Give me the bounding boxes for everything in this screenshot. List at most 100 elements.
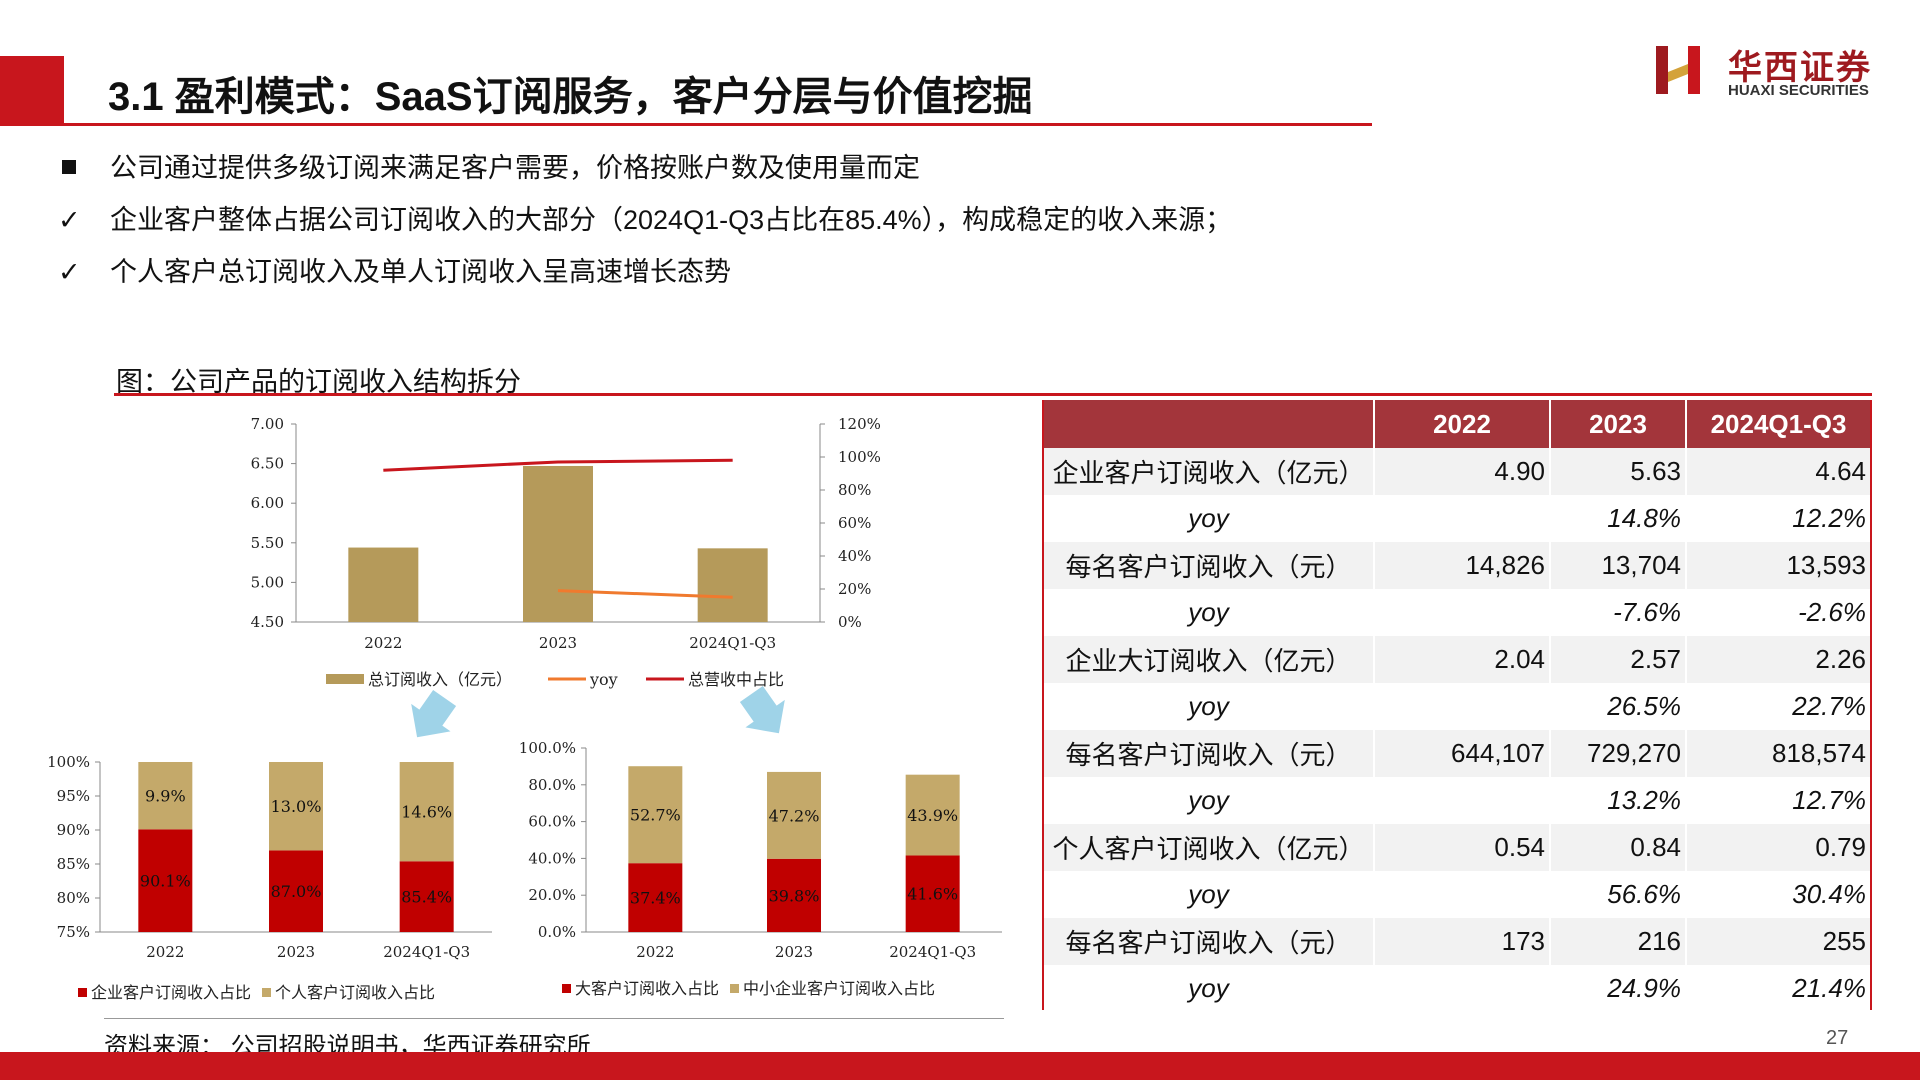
chart1-series-line — [383, 458, 733, 472]
table-header-cell — [1044, 400, 1374, 448]
chart2-tick-label: 85% — [57, 855, 90, 873]
chart3-data-label: 52.7% — [630, 806, 681, 825]
chart3-bar-segment — [905, 855, 960, 932]
table-row: 企业大订阅收入（亿元） 2.04 2.57 2.26 — [1044, 636, 1870, 683]
table-header-cell: 2022 — [1373, 400, 1550, 448]
footer-bar — [0, 1052, 1920, 1080]
chart2-bar-segment — [399, 762, 454, 862]
table-row: 每名客户订阅收入（元） 644,107 729,270 818,574 — [1044, 730, 1870, 777]
table-row-label: 企业客户订阅收入（亿元） — [1044, 448, 1374, 495]
chart1-bar — [523, 465, 593, 622]
chart3-legend-swatch — [562, 984, 571, 993]
chart3-bar-segment — [628, 766, 683, 864]
table-row-label: yoy — [1044, 965, 1374, 1012]
table-row-label: 个人客户订阅收入（亿元） — [1044, 824, 1374, 871]
table-cell: 24.9% — [1549, 965, 1686, 1012]
chart3-bar-segment — [767, 771, 821, 859]
table-cell — [1373, 683, 1550, 730]
down-arrow-icon — [739, 685, 785, 734]
chart1-bar — [348, 547, 419, 622]
table-row: yoy 56.6% 30.4% — [1044, 871, 1870, 918]
square-bullet-icon — [62, 159, 76, 174]
table-cell: 12.2% — [1685, 495, 1870, 542]
logo-chinese-name: 华西证券 — [1728, 48, 1872, 88]
table-cell: 14,826 — [1373, 542, 1550, 589]
chart2-tick-label: 100% — [47, 753, 90, 771]
subscription-revenue-table: 2022 2023 2024Q1-Q3 企业客户订阅收入（亿元） 4.90 5.63… — [1042, 400, 1872, 1012]
chart3-tick-label: 60.0% — [528, 813, 576, 831]
table-cell: 21.4% — [1685, 965, 1870, 1012]
chart1-left-tick-label: 6.00 — [251, 494, 284, 512]
chart2-bar-segment — [138, 762, 193, 830]
table-row-label: yoy — [1044, 871, 1374, 918]
logo-english-name: HUAXI SECURITIES — [1728, 82, 1869, 99]
table-cell: -7.6% — [1549, 589, 1686, 636]
chart1-right-tick-label: 20% — [838, 580, 871, 598]
table-cell: 12.7% — [1685, 777, 1870, 824]
table-row-label: yoy — [1044, 495, 1374, 542]
bullet-text: 企业客户整体占据公司订阅收入的大部分（2024Q1-Q3占比在85.4%），构成… — [110, 205, 1233, 235]
table-row: 每名客户订阅收入（元） 173 216 255 — [1044, 918, 1870, 965]
chart2-data-label: 14.6% — [401, 803, 452, 822]
table-row-label: 企业大订阅收入（亿元） — [1044, 636, 1374, 683]
table-row-label: yoy — [1044, 683, 1374, 730]
table-cell: 22.7% — [1685, 683, 1870, 730]
figure-title: 图：公司产品的订阅收入结构拆分 — [116, 367, 521, 397]
chart1-category-label: 2022 — [364, 634, 402, 652]
chart2-legend-swatch — [78, 988, 87, 997]
chart3-legend-label: 大客户订阅收入占比 — [575, 979, 719, 998]
subscription-charts: 7.00 6.50 6.00 5.50 5.00 4.50 120% 100% 80% 60% 40… — [47, 415, 1002, 1002]
table-cell: 2.57 — [1549, 636, 1686, 683]
chart2-bar-segment — [269, 762, 323, 851]
chart2-bar-segment — [269, 850, 323, 932]
table-row-label: yoy — [1044, 589, 1374, 636]
chart3-category-label: 2023 — [775, 943, 813, 961]
chart3-category-label: 2024Q1-Q3 — [889, 943, 976, 961]
chart3-bar-segment — [628, 863, 683, 932]
table-cell — [1373, 495, 1550, 542]
chart1-left-tick-label: 5.50 — [251, 534, 284, 552]
checkmark-icon: ✓ — [58, 257, 81, 287]
table-cell: 0.54 — [1373, 824, 1550, 871]
table-cell — [1373, 589, 1550, 636]
page-number: 27 — [1826, 1027, 1849, 1049]
chart3-legend-label: 中小企业客户订阅收入占比 — [743, 979, 935, 998]
chart3-data-label: 47.2% — [769, 806, 820, 825]
bullet-text: 个人客户总订阅收入及单人订阅收入呈高速增长态势 — [110, 257, 731, 287]
table-cell: 30.4% — [1685, 871, 1870, 918]
page-title: 3.1 盈利模式：SaaS订阅服务，客户分层与价值挖掘 — [108, 75, 1033, 119]
chart2-category-label: 2024Q1-Q3 — [383, 943, 470, 961]
chart2-category-label: 2023 — [277, 943, 315, 961]
chart3-bar-segment — [767, 858, 821, 932]
chart2-tick-label: 80% — [57, 889, 90, 907]
table-cell — [1373, 777, 1550, 824]
chart2-legend-label: 企业客户订阅收入占比 — [91, 983, 251, 1002]
chart3-tick-label: 0.0% — [538, 923, 576, 941]
chart2-bar-segment — [399, 861, 454, 932]
table-header-row: 2022 2023 2024Q1-Q3 — [1044, 400, 1870, 448]
table-cell: 5.63 — [1549, 448, 1686, 495]
chart1-right-tick-label: 120% — [838, 415, 881, 433]
bullet-item: 公司通过提供多级订阅来满足客户需要，价格按账户数及使用量而定 — [58, 146, 920, 185]
chart3-tick-label: 40.0% — [528, 849, 576, 867]
chart3-data-label: 39.8% — [769, 886, 820, 905]
chart2-data-label: 85.4% — [401, 888, 452, 907]
chart2-category-label: 2022 — [146, 943, 184, 961]
chart1-left-tick-label: 4.50 — [251, 613, 284, 631]
chart3-legend-swatch — [730, 984, 739, 993]
bullet-item: ✓ 企业客户整体占据公司订阅收入的大部分（2024Q1-Q3占比在85.4%），构… — [58, 198, 1232, 237]
table-cell: 13,593 — [1685, 542, 1870, 589]
header-underline — [64, 123, 1372, 126]
table-cell: 4.90 — [1373, 448, 1550, 495]
chart3-tick-label: 80.0% — [528, 776, 576, 794]
chart1-right-tick-label: 60% — [838, 514, 871, 532]
table-cell: 14.8% — [1549, 495, 1686, 542]
bullet-item: ✓ 个人客户总订阅收入及单人订阅收入呈高速增长态势 — [58, 250, 731, 289]
header-accent-block — [0, 56, 64, 126]
table-row: yoy 24.9% 21.4% — [1044, 965, 1870, 1012]
chart3-tick-label: 100.0% — [519, 739, 576, 757]
chart2-legend-swatch — [262, 988, 271, 997]
table-cell — [1373, 871, 1550, 918]
chart1-left-tick-label: 5.00 — [251, 573, 284, 591]
chart1-right-tick-label: 40% — [838, 547, 871, 565]
